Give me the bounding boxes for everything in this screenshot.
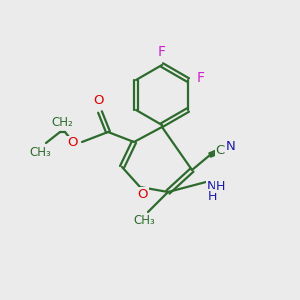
Text: CH₃: CH₃ xyxy=(29,146,51,158)
Text: H: H xyxy=(207,190,217,202)
Text: O: O xyxy=(93,94,103,107)
Text: O: O xyxy=(68,136,78,149)
Text: N: N xyxy=(207,179,217,193)
Text: N: N xyxy=(226,140,236,154)
Text: F: F xyxy=(197,71,205,85)
Text: O: O xyxy=(138,188,148,200)
Text: H: H xyxy=(215,179,225,193)
Text: F: F xyxy=(158,45,166,59)
Text: CH₂: CH₂ xyxy=(51,116,73,130)
Text: CH₃: CH₃ xyxy=(133,214,155,227)
Text: C: C xyxy=(215,145,225,158)
